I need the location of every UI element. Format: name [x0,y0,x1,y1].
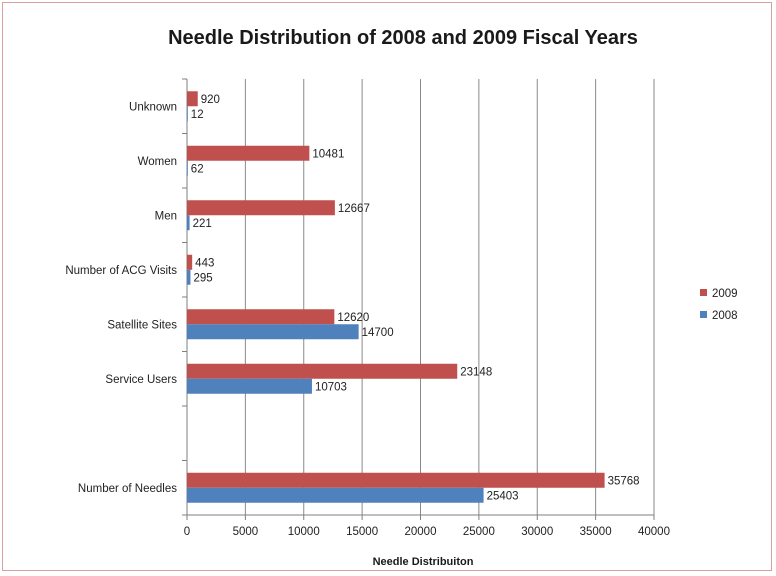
bar-2009 [187,363,458,379]
data-label: 10481 [312,148,344,160]
bar-2008 [187,324,359,340]
category-label: Satellite Sites [107,319,177,331]
category-label: Women [138,156,177,168]
legend-swatch [700,289,707,296]
bar-2009 [187,472,605,488]
data-label: 35768 [608,475,640,487]
bar-2008 [187,215,190,231]
data-label: 295 [193,272,212,284]
x-tick-label: 10000 [288,526,320,538]
data-label: 221 [193,218,212,230]
bar-2008 [187,106,188,122]
x-axis-label: Needle Distribuiton [373,556,474,568]
data-label: 443 [195,257,214,269]
bar-2009 [187,91,198,107]
bar-2008 [187,378,312,394]
bar-2008 [187,269,191,285]
bar-2009 [187,145,310,161]
x-tick-label: 0 [184,526,190,538]
category-label: Number of Needles [78,483,177,495]
data-label: 23148 [460,366,492,378]
bars: 920 12 10481 62 12667 221 443 295 12620 14700 2314… [187,91,640,503]
legend-swatch [700,311,707,318]
axes [182,78,655,520]
bar-2008 [187,487,484,503]
x-tick-label: 20000 [405,526,437,538]
data-label: 12667 [338,203,370,215]
data-label: 25403 [487,490,519,502]
bar-2009 [187,309,335,325]
data-label: 14700 [362,327,394,339]
x-tick-label: 15000 [346,526,378,538]
data-label: 12 [191,109,204,121]
bar-2009 [187,200,335,216]
x-tick-label: 5000 [233,526,259,538]
legend-label: 2009 [712,288,738,300]
category-label: Unknown [129,101,177,113]
x-tick-label: 40000 [638,526,670,538]
bar-chart: Needle Distribution of 2008 and 2009 Fis… [65,27,738,568]
data-label: 12620 [337,312,369,324]
x-tick-label: 25000 [463,526,495,538]
x-tick-labels: 0 5000 10000 15000 20000 25000 30000 35000 40000 [184,526,670,538]
category-label: Number of ACG Visits [65,265,177,277]
bar-2009 [187,254,193,270]
category-label: Service Users [105,374,177,386]
category-labels: Unknown Women Men Number of ACG Visits Satel… [65,101,177,495]
category-label: Men [155,210,177,222]
x-tick-label: 35000 [580,526,612,538]
gridlines [244,79,655,515]
data-label: 10703 [315,381,347,393]
legend: 2009 2008 [700,288,738,322]
legend-label: 2008 [712,310,738,322]
x-tick-label: 30000 [521,526,553,538]
chart-title: Needle Distribution of 2008 and 2009 Fis… [168,27,638,49]
data-label: 62 [191,163,204,175]
bar-2008 [187,160,188,176]
data-label: 920 [201,94,220,106]
